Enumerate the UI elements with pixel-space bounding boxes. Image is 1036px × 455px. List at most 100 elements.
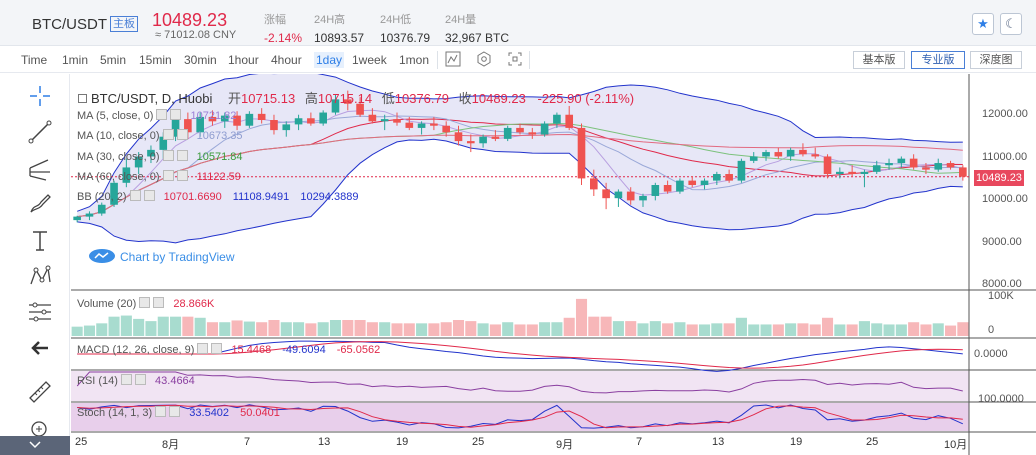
volume-bar <box>194 317 206 336</box>
candle <box>934 163 943 170</box>
legend-ma60[interactable]: MA (60, close, 0) 11122.59 <box>77 170 241 183</box>
x-label: 25 <box>75 436 88 448</box>
crosshair-icon[interactable] <box>26 82 54 110</box>
candle <box>73 216 81 221</box>
candle <box>848 171 856 175</box>
candle <box>577 127 586 179</box>
x-label: 10月 <box>944 439 968 451</box>
candle <box>430 123 438 126</box>
legend-bb[interactable]: BB (20, 2) 10701.6690 11108.9491 10294.3… <box>77 190 359 203</box>
volume-bar <box>354 320 366 336</box>
candle <box>466 141 475 144</box>
tradingview-watermark[interactable]: Chart by TradingView <box>88 248 235 264</box>
volume-bar <box>674 322 686 336</box>
volume-bar <box>428 323 440 336</box>
candle <box>786 149 795 157</box>
candle <box>147 149 155 157</box>
candle <box>503 127 512 139</box>
pattern-icon[interactable] <box>26 262 54 290</box>
interval-1hour[interactable]: 1hour <box>228 53 259 67</box>
price-axis-8000: 8000.00 <box>982 278 1022 290</box>
volume-bar <box>563 317 575 336</box>
collapse-toolbar-button[interactable] <box>0 436 70 455</box>
indicator-icon[interactable] <box>444 51 462 69</box>
candle <box>565 114 574 128</box>
back-arrow-icon[interactable] <box>26 334 54 362</box>
volume-bar <box>108 316 120 336</box>
interval-4hour[interactable]: 4hour <box>271 53 302 67</box>
candle <box>872 165 881 172</box>
volume-bar <box>723 323 735 336</box>
legend-stoch[interactable]: Stoch (14, 1, 3) 33.5402 50.0401 <box>77 406 280 419</box>
volume-bar <box>157 316 169 336</box>
price-axis-10000: 10000.00 <box>982 193 1028 205</box>
legend-rsi[interactable]: RSI (14) 43.4664 <box>77 374 195 387</box>
candle <box>553 114 561 124</box>
legend-ma10[interactable]: MA (10, close, 0) 10673.35 <box>77 129 243 142</box>
candle <box>442 125 451 133</box>
candle <box>171 119 180 137</box>
view-basic-button[interactable]: 基本版 <box>853 51 905 69</box>
ruler-icon[interactable] <box>26 378 54 406</box>
candle <box>663 185 672 192</box>
volume-bar <box>772 324 784 336</box>
settings-icon[interactable] <box>475 51 493 69</box>
fib-icon[interactable] <box>26 298 54 326</box>
brush-icon[interactable] <box>26 190 54 218</box>
theme-moon-icon[interactable]: ☾ <box>1000 13 1022 35</box>
candle <box>700 180 709 185</box>
legend-macd[interactable]: MACD (12, 26, close, 9) 15.4468 -49.6094… <box>77 343 381 356</box>
chart-area[interactable] <box>71 74 1036 455</box>
fullscreen-icon[interactable] <box>506 51 524 69</box>
volume-bar <box>145 321 157 336</box>
rsi-line <box>76 371 963 394</box>
volume-bar <box>219 322 231 336</box>
volume-bar <box>514 324 526 336</box>
candle <box>454 132 463 142</box>
x-label: 9月 <box>556 439 574 451</box>
interval-1mon[interactable]: 1mon <box>399 53 430 67</box>
favorite-star-icon[interactable]: ★ <box>972 13 994 35</box>
candle <box>220 115 229 122</box>
volume-bar <box>785 323 797 336</box>
volume-bar <box>256 322 268 336</box>
legend-volume[interactable]: Volume (20) 28.866K <box>77 297 215 310</box>
volume-axis-zero: 0 <box>988 324 995 336</box>
legend-ma5[interactable]: MA (5, close, 0) 10721.82 <box>77 109 237 122</box>
interval-1day[interactable]: 1day <box>314 52 345 68</box>
interval-30min[interactable]: 30min <box>184 53 217 67</box>
interval-time[interactable]: Time <box>21 53 48 67</box>
candle <box>725 174 733 181</box>
volume-bar <box>465 321 477 336</box>
view-pro-button[interactable]: 专业版 <box>911 51 965 69</box>
interval-15min[interactable]: 15min <box>139 53 172 67</box>
volume-bar <box>957 322 969 336</box>
candle <box>540 123 549 135</box>
trend-line-icon[interactable] <box>26 118 54 146</box>
candle <box>885 163 893 166</box>
volume-bar <box>797 323 809 336</box>
volume-bar <box>588 316 600 336</box>
volume-bar <box>416 323 428 336</box>
interval-1week[interactable]: 1week <box>352 53 387 67</box>
candle <box>589 178 598 190</box>
price-axis-9000: 9000.00 <box>982 236 1022 248</box>
interval-5min[interactable]: 5min <box>100 53 127 67</box>
volume-bar <box>883 324 895 336</box>
symbol-name: BTC/USDT <box>32 16 107 33</box>
candle <box>479 136 487 144</box>
candle <box>897 158 906 164</box>
text-icon[interactable] <box>26 226 54 254</box>
interval-1min[interactable]: 1min <box>62 53 89 67</box>
legend-ma30[interactable]: MA (30, close, 0) 10571.84 <box>77 150 243 163</box>
volume-bar <box>268 320 280 336</box>
candle <box>823 156 832 175</box>
view-depth-button[interactable]: 深度图 <box>970 51 1022 69</box>
candle <box>134 156 143 168</box>
volume-bar <box>342 320 354 336</box>
candle <box>749 156 758 161</box>
stat-high: 24H高 10893.57 <box>314 14 365 45</box>
pitchfork-icon[interactable] <box>26 154 54 182</box>
candle <box>368 114 377 122</box>
